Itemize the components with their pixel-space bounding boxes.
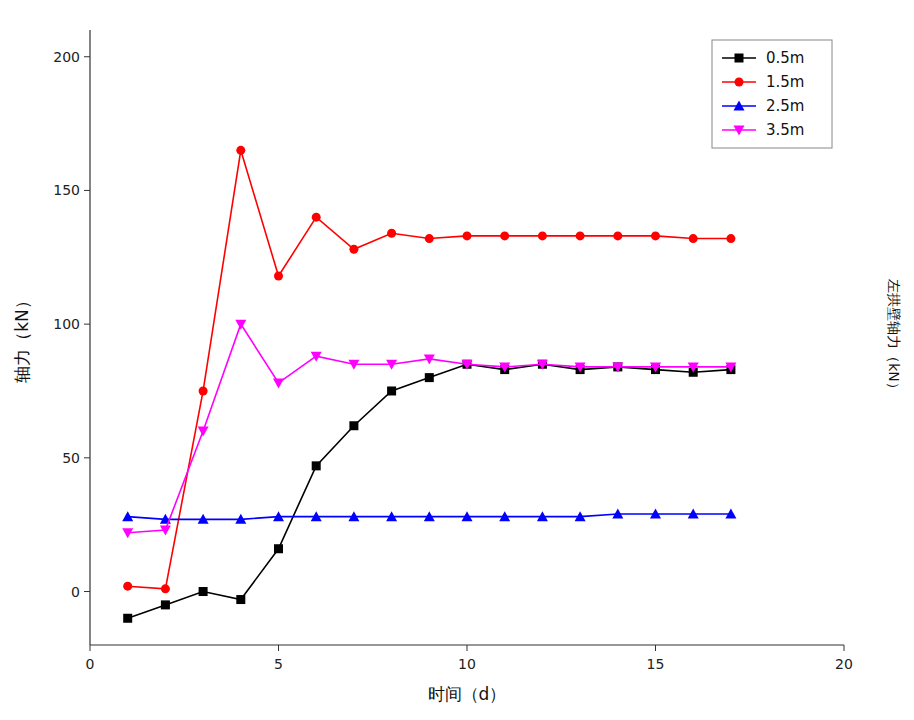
- point-marker: [348, 511, 359, 521]
- x-tick: [844, 645, 845, 651]
- plot-area: [122, 146, 736, 623]
- point-marker: [612, 362, 623, 372]
- point-marker: [349, 421, 358, 430]
- point-marker: [613, 231, 622, 240]
- point-marker: [386, 511, 397, 521]
- y-tick: [84, 457, 90, 458]
- point-marker: [312, 461, 321, 470]
- point-marker: [499, 511, 510, 521]
- point-marker: [386, 360, 397, 370]
- point-marker: [273, 378, 284, 388]
- point-marker: [122, 528, 133, 538]
- point-marker: [235, 514, 246, 524]
- point-marker: [311, 511, 322, 521]
- point-marker: [312, 213, 321, 222]
- point-marker: [650, 508, 661, 518]
- point-marker: [199, 587, 208, 596]
- legend-label: 2.5m: [766, 97, 804, 115]
- point-marker: [576, 231, 585, 240]
- point-marker: [424, 511, 435, 521]
- legend-marker: [734, 101, 745, 111]
- point-marker: [689, 234, 698, 243]
- point-marker: [199, 386, 208, 395]
- axes: 05101520050100150200: [53, 30, 853, 672]
- point-marker: [236, 595, 245, 604]
- series-line: [128, 150, 731, 589]
- x-tick: [278, 645, 279, 651]
- point-marker: [349, 245, 358, 254]
- y-tick-label: 100: [53, 316, 80, 332]
- point-marker: [499, 362, 510, 372]
- point-marker: [500, 231, 509, 240]
- point-marker: [236, 146, 245, 155]
- point-marker: [688, 362, 699, 372]
- point-marker: [160, 526, 171, 536]
- point-marker: [463, 231, 472, 240]
- point-marker: [612, 508, 623, 518]
- point-marker: [538, 231, 547, 240]
- point-marker: [161, 584, 170, 593]
- x-tick: [90, 645, 91, 651]
- y-tick-label: 150: [53, 182, 80, 198]
- legend-marker: [734, 126, 745, 136]
- point-marker: [311, 352, 322, 362]
- chart: 05101520050100150200时间（d）轴力（kN）左拱壁轴力（kN）…: [0, 0, 914, 720]
- legend-label: 3.5m: [766, 121, 804, 139]
- point-marker: [122, 511, 133, 521]
- point-marker: [123, 614, 132, 623]
- point-marker: [462, 360, 473, 370]
- point-marker: [424, 354, 435, 364]
- series-line: [128, 364, 731, 618]
- point-marker: [387, 229, 396, 238]
- x-tick-label: 5: [274, 656, 283, 672]
- point-marker: [537, 360, 548, 370]
- point-marker: [651, 231, 660, 240]
- y-axis-label: 轴力（kN）: [12, 292, 32, 383]
- y-tick: [84, 190, 90, 191]
- x-tick-label: 10: [458, 656, 476, 672]
- y-tick: [84, 56, 90, 57]
- y-axis-line: [89, 30, 90, 645]
- point-marker: [235, 320, 246, 330]
- side-label: 左拱壁轴力（kN）: [886, 279, 902, 396]
- x-axis-label: 时间（d）: [428, 684, 507, 704]
- point-marker: [273, 511, 284, 521]
- legend-marker: [735, 54, 744, 63]
- point-marker: [462, 511, 473, 521]
- point-marker: [425, 234, 434, 243]
- legend-label: 1.5m: [766, 73, 804, 91]
- y-tick-label: 200: [53, 49, 80, 65]
- point-marker: [274, 272, 283, 281]
- legend: 0.5m 1.5m 2.5m 3.5m: [712, 40, 832, 148]
- point-marker: [688, 508, 699, 518]
- point-marker: [198, 427, 209, 437]
- point-marker: [274, 544, 283, 553]
- series-line: [128, 324, 731, 533]
- point-marker: [123, 582, 132, 591]
- x-tick-label: 15: [647, 656, 665, 672]
- point-marker: [725, 508, 736, 518]
- point-marker: [425, 373, 434, 382]
- point-marker: [387, 386, 396, 395]
- y-tick-label: 0: [71, 584, 80, 600]
- point-marker: [575, 511, 586, 521]
- x-tick: [655, 645, 656, 651]
- point-marker: [537, 511, 548, 521]
- point-marker: [161, 600, 170, 609]
- point-marker: [726, 234, 735, 243]
- legend-box: [712, 40, 832, 148]
- x-tick-label: 0: [86, 656, 95, 672]
- y-tick-label: 50: [62, 450, 80, 466]
- point-marker: [348, 360, 359, 370]
- x-tick: [467, 645, 468, 651]
- x-tick-label: 20: [835, 656, 853, 672]
- y-tick: [84, 591, 90, 592]
- point-marker: [198, 514, 209, 524]
- point-marker: [575, 362, 586, 372]
- y-tick: [84, 324, 90, 325]
- legend-marker: [735, 78, 744, 87]
- point-marker: [650, 362, 661, 372]
- legend-label: 0.5m: [766, 49, 804, 67]
- point-marker: [725, 362, 736, 372]
